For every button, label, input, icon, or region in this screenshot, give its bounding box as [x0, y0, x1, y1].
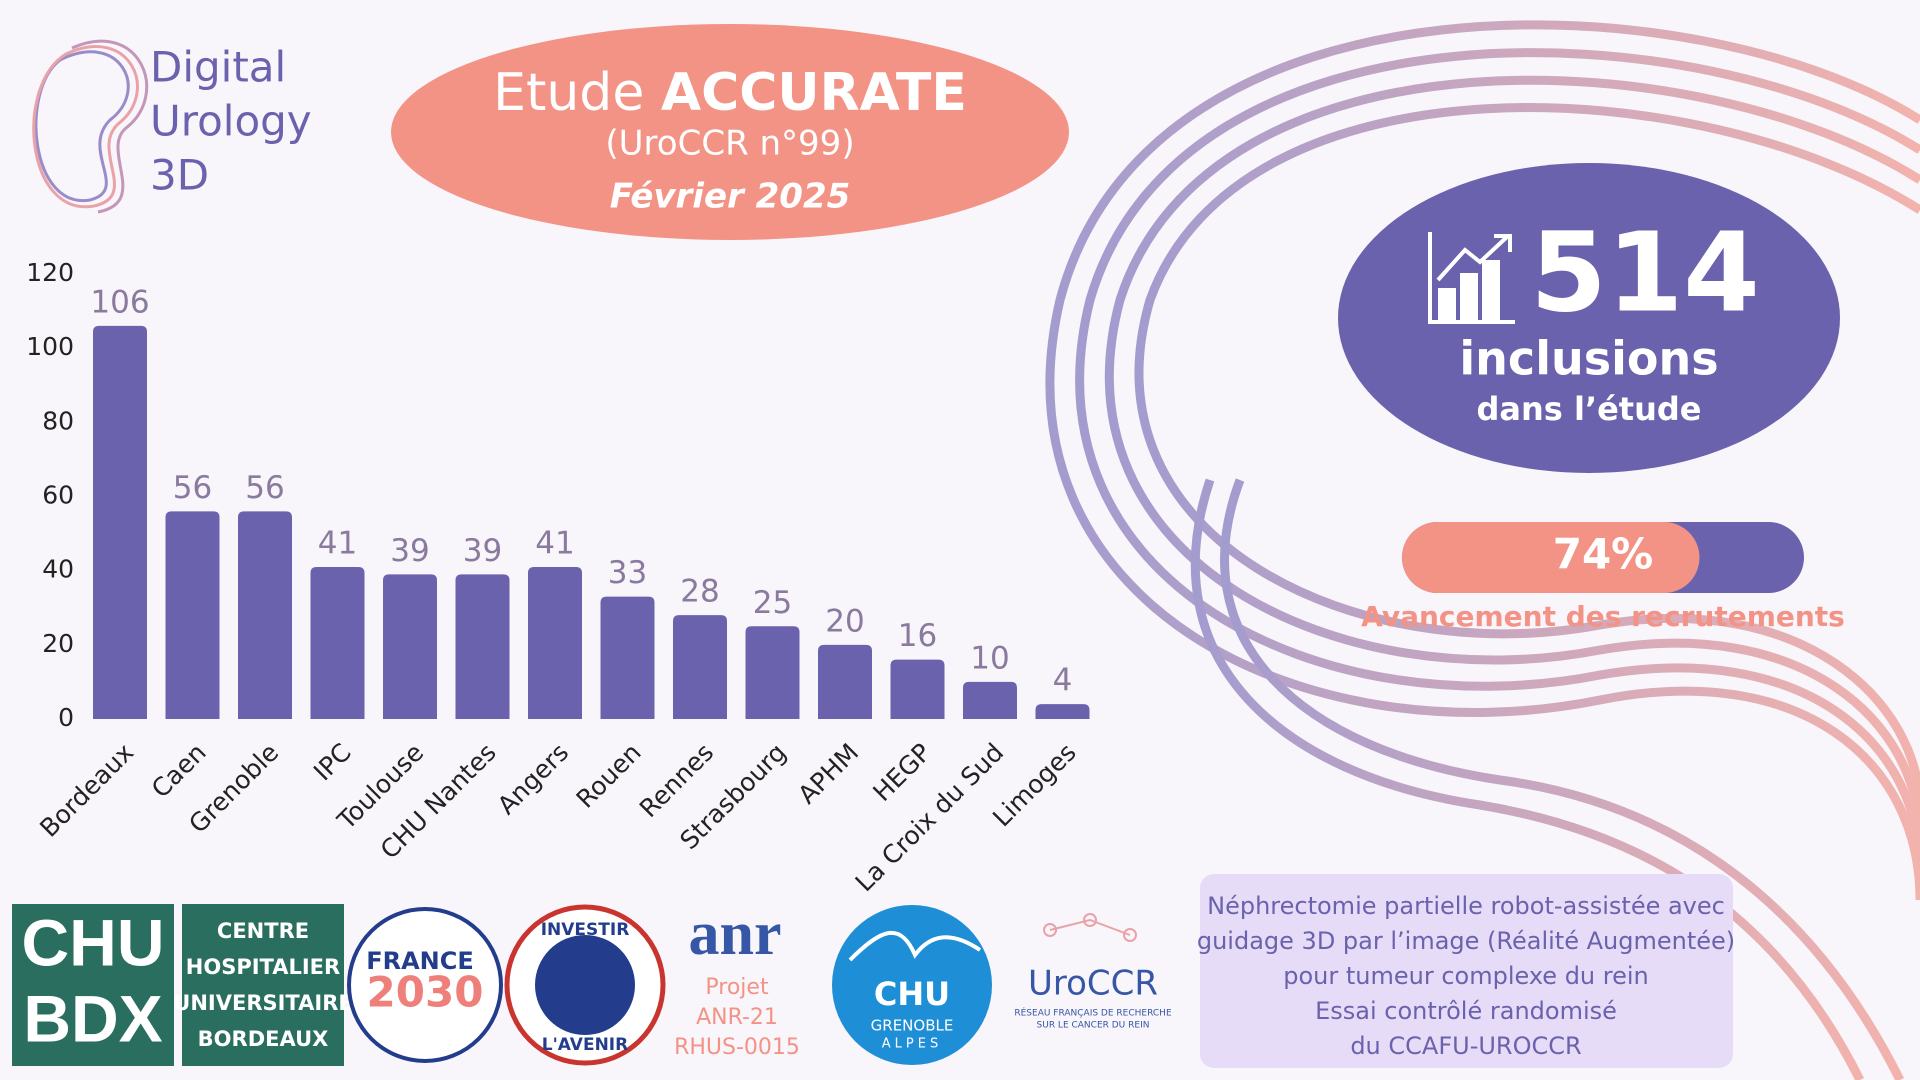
y-tick-label: 60	[42, 481, 74, 510]
progress-label: 74%	[1553, 530, 1654, 579]
note-line: pour tumeur complexe du rein	[1283, 962, 1649, 990]
bar	[383, 574, 437, 719]
logo-text: UNIVERSITAIRE	[173, 991, 352, 1015]
bar	[600, 596, 655, 719]
value-label: 33	[608, 555, 647, 591]
logo-text: INVESTIR	[541, 920, 630, 940]
logo-text: CHU	[22, 905, 165, 979]
title-oval	[391, 24, 1069, 240]
title-light: Etude	[493, 63, 644, 123]
value-label: 20	[825, 603, 864, 639]
brand-text: Urology	[150, 97, 312, 146]
brand-logo	[32, 39, 149, 214]
bar	[93, 325, 147, 719]
value-label: 56	[173, 470, 212, 506]
logo-investir-center	[535, 935, 635, 1035]
value-label: 39	[390, 533, 429, 569]
logo-chu-grenoble	[832, 905, 992, 1065]
kpi-value: 514	[1530, 208, 1760, 336]
logo-text: ALPES	[882, 1037, 942, 1052]
logo-text: ANR-21	[696, 1005, 778, 1030]
y-tick-label: 40	[42, 555, 74, 584]
logo-text: L'AVENIR	[542, 1035, 628, 1055]
bar	[818, 644, 872, 719]
progress-fill	[1402, 522, 1700, 593]
logo-text: GRENOBLE	[871, 1017, 954, 1035]
logo-chu-bdx-name	[182, 904, 344, 1066]
value-label: 4	[1053, 663, 1073, 699]
title: Etude ACCURATE	[493, 63, 967, 123]
value-label: 41	[535, 525, 574, 561]
logo-chu-bdx	[12, 904, 174, 1066]
logo-text: FRANCE	[366, 947, 474, 975]
bar	[455, 574, 510, 719]
bar	[528, 566, 582, 719]
subtitle: (UroCCR n°99)	[605, 124, 854, 164]
progress-caption: Avancement des recrutements	[1361, 600, 1845, 633]
note-line: Néphrectomie partielle robot-assistée av…	[1207, 892, 1725, 920]
logo-text: HOSPITALIER	[186, 955, 340, 979]
logo-france2030	[347, 907, 503, 1063]
bar	[238, 511, 292, 719]
bar	[890, 659, 945, 719]
bar	[673, 615, 727, 719]
brand-text: Digital	[150, 43, 286, 92]
value-label: 28	[680, 574, 719, 610]
y-tick-label: 80	[42, 406, 74, 435]
logo-chu-grenoble-mark	[848, 930, 982, 962]
logo-text: 2030	[367, 968, 484, 1017]
kpi-line: dans l’étude	[1477, 390, 1702, 428]
note-line: Essai contrôlé randomisé	[1315, 997, 1617, 1025]
kpi-line: inclusions	[1459, 332, 1718, 386]
bar	[963, 681, 1017, 719]
value-label: 39	[463, 533, 502, 569]
logo-text: BORDEAUX	[198, 1027, 329, 1051]
chart-icon	[1428, 232, 1515, 324]
value-label: 56	[245, 470, 284, 506]
bar	[745, 626, 800, 719]
value-label: 10	[970, 640, 1009, 676]
value-label: 106	[90, 284, 149, 320]
note-box	[1200, 874, 1733, 1068]
logo-text: CENTRE	[217, 919, 309, 943]
title-bold: ACCURATE	[661, 63, 967, 123]
logo-text: RÉSEAU FRANÇAIS DE RECHERCHE	[1014, 1007, 1172, 1019]
bar	[165, 511, 220, 719]
logo-uroccr-mark	[1043, 913, 1137, 942]
brand-text: 3D	[150, 151, 209, 200]
value-label: 16	[898, 618, 937, 654]
note-line: du CCAFU-UROCCR	[1350, 1032, 1581, 1060]
logo-text: BDX	[23, 981, 162, 1055]
date: Février 2025	[610, 177, 851, 217]
logo-text: Projet	[705, 975, 769, 1000]
value-label: 41	[318, 525, 357, 561]
value-label: 25	[753, 585, 792, 621]
y-tick-label: 0	[58, 703, 74, 732]
logo-uroccr: UroCCR	[1028, 964, 1158, 1004]
logo-text: CHU	[874, 975, 950, 1013]
logo-text: RHUS-0015	[674, 1035, 800, 1060]
y-tick-label: 20	[42, 629, 74, 658]
logo-anr: anr	[689, 900, 782, 968]
logo-text: SUR LE CANCER DU REIN	[1037, 1021, 1150, 1031]
y-tick-label: 100	[26, 332, 74, 361]
bar	[1035, 704, 1090, 719]
swirl-decoration	[1045, 20, 1920, 1080]
y-tick-label: 120	[26, 258, 74, 287]
bar	[310, 566, 365, 719]
note-line: guidage 3D par l’image (Réalité Augmenté…	[1197, 927, 1735, 955]
kpi-oval	[1338, 163, 1840, 473]
